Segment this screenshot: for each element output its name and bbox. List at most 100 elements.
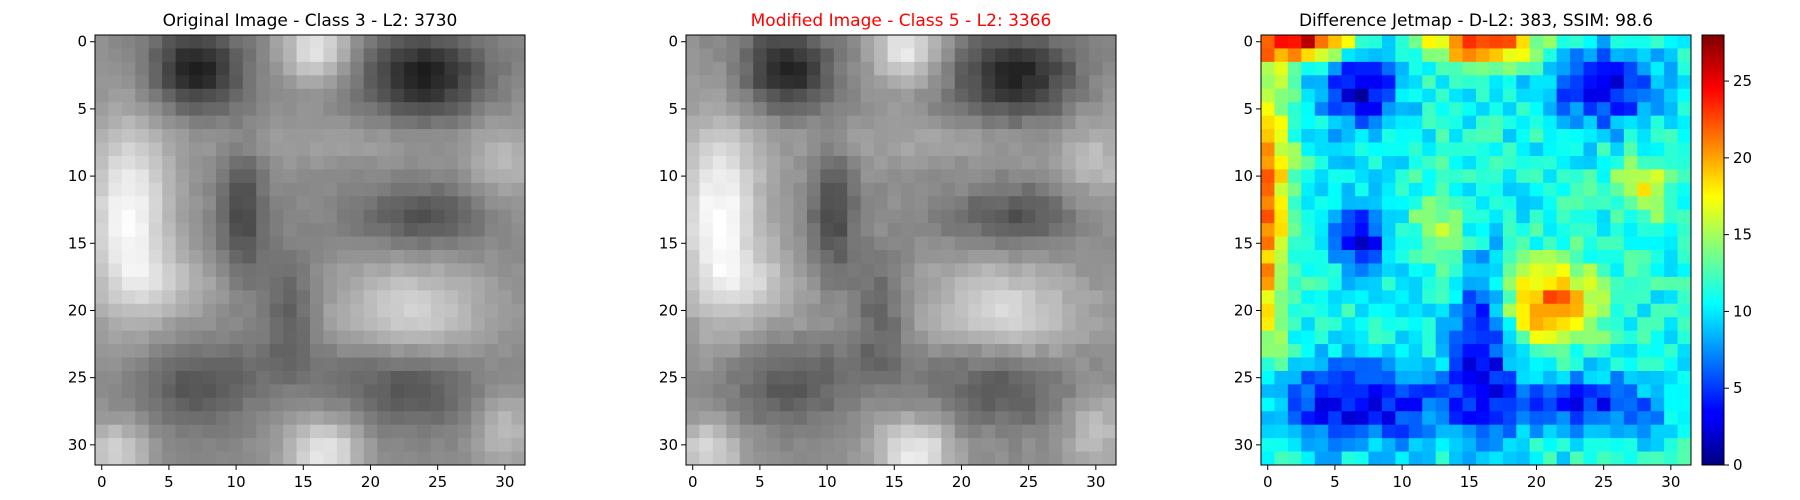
heatmap-cell xyxy=(256,357,271,372)
heatmap-cell xyxy=(1489,357,1504,372)
heatmap-cell xyxy=(1596,290,1611,305)
heatmap-cell xyxy=(350,75,365,90)
heatmap-cell xyxy=(1328,102,1343,117)
heatmap-cell xyxy=(887,223,902,237)
heatmap-cell xyxy=(1583,357,1598,372)
heatmap-cell xyxy=(1476,370,1490,385)
heatmap-cell xyxy=(202,35,217,49)
heatmap-cell xyxy=(1664,196,1678,211)
heatmap-cell xyxy=(833,330,848,345)
heatmap-cell xyxy=(310,155,324,170)
heatmap-cell xyxy=(780,317,794,332)
heatmap-cell xyxy=(1449,330,1463,345)
heatmap-cell xyxy=(1583,209,1598,224)
heatmap-cell xyxy=(901,263,915,278)
heatmap-cell xyxy=(377,142,392,157)
heatmap-cell xyxy=(377,411,392,426)
heatmap-cell xyxy=(108,411,123,426)
heatmap-cell xyxy=(1328,250,1343,264)
heatmap-cell xyxy=(175,75,190,90)
heatmap-cell xyxy=(1502,344,1517,358)
heatmap-cell xyxy=(995,344,1009,358)
heatmap-cell xyxy=(1062,223,1077,237)
heatmap-cell xyxy=(1341,223,1356,237)
heatmap-cell xyxy=(941,263,956,278)
heatmap-cell xyxy=(511,129,526,143)
heatmap-cell xyxy=(404,411,418,426)
heatmap-cell xyxy=(484,35,499,49)
heatmap-cell xyxy=(1650,344,1665,358)
heatmap-cell xyxy=(1596,61,1611,76)
heatmap-cell xyxy=(1650,182,1665,197)
heatmap-cell xyxy=(1075,182,1090,197)
heatmap-cell xyxy=(1287,182,1302,197)
heatmap-cell xyxy=(1368,155,1383,170)
heatmap-cell xyxy=(1075,424,1090,439)
heatmap-cell xyxy=(1556,88,1571,103)
heatmap-cell xyxy=(1102,196,1117,211)
heatmap-cell xyxy=(511,209,526,224)
heatmap-cell xyxy=(404,223,418,237)
heatmap-cell xyxy=(162,236,177,251)
heatmap-cell xyxy=(712,115,727,130)
heatmap-cell xyxy=(336,223,351,237)
heatmap-cell xyxy=(1570,424,1584,439)
heatmap-cell xyxy=(874,438,888,452)
heatmap-cell xyxy=(1449,129,1463,143)
heatmap-cell xyxy=(712,424,727,439)
heatmap-cell xyxy=(1596,35,1611,49)
heatmap-cell xyxy=(135,303,150,318)
heatmap-cell xyxy=(1408,236,1423,251)
heatmap-cell xyxy=(1102,357,1117,372)
heatmap-cell xyxy=(1341,75,1356,90)
heatmap-cell xyxy=(363,303,378,318)
heatmap-cell xyxy=(1021,276,1036,291)
heatmap-cell xyxy=(941,35,956,49)
heatmap-cell xyxy=(1062,236,1077,251)
heatmap-cell xyxy=(430,303,445,318)
heatmap-cell xyxy=(1089,102,1103,117)
heatmap-cell xyxy=(1583,424,1598,439)
heatmap-cell xyxy=(283,438,297,452)
heatmap-cell xyxy=(1596,115,1611,130)
heatmap-cell xyxy=(1368,61,1383,76)
heatmap-cell xyxy=(1075,236,1090,251)
heatmap-cell xyxy=(1035,48,1050,63)
heatmap-cell xyxy=(269,357,284,372)
heatmap-cell xyxy=(927,303,942,318)
heatmap-cell xyxy=(108,155,123,170)
heatmap-cell xyxy=(1274,276,1289,291)
heatmap-cell xyxy=(699,35,714,49)
heatmap-cell xyxy=(941,397,956,412)
heatmap-cell xyxy=(1516,344,1531,358)
heatmap-cell xyxy=(1583,438,1598,452)
heatmap-cell xyxy=(699,344,714,358)
heatmap-cell xyxy=(1048,142,1063,157)
heatmap-cell xyxy=(471,276,486,291)
heatmap-cell xyxy=(121,384,136,399)
heatmap-cell xyxy=(1021,223,1036,237)
heatmap-cell xyxy=(1062,169,1077,184)
heatmap-cell xyxy=(1102,48,1117,63)
heatmap-cell xyxy=(1035,209,1050,224)
heatmap-cell xyxy=(162,155,177,170)
heatmap-cell xyxy=(1650,384,1665,399)
heatmap-cell xyxy=(1048,75,1063,90)
heatmap-cell xyxy=(1637,250,1652,264)
heatmap-cell xyxy=(1502,142,1517,157)
heatmap-cell xyxy=(296,209,311,224)
heatmap-cell xyxy=(847,370,862,385)
heatmap-cell xyxy=(269,236,284,251)
heatmap-cell xyxy=(1583,75,1598,90)
heatmap-cell xyxy=(1623,102,1638,117)
heatmap-cell xyxy=(1008,451,1023,466)
heatmap-cell xyxy=(887,196,902,211)
heatmap-cell xyxy=(1301,276,1316,291)
heatmap-cell xyxy=(1381,303,1396,318)
heatmap-cell xyxy=(1274,223,1289,237)
heatmap-cell xyxy=(404,276,418,291)
heatmap-cell xyxy=(1062,263,1077,278)
heatmap-cell xyxy=(1314,223,1329,237)
heatmap-cell xyxy=(914,411,929,426)
heatmap-cell xyxy=(135,61,150,76)
